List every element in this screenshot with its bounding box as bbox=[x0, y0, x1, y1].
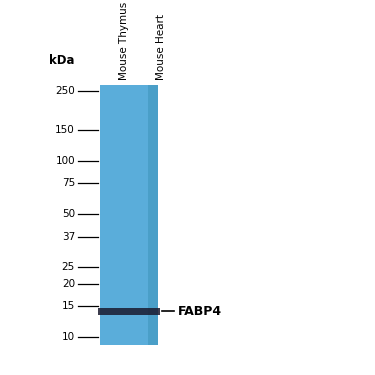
Text: Mouse Heart: Mouse Heart bbox=[156, 14, 166, 80]
Text: 150: 150 bbox=[55, 125, 75, 135]
Bar bbox=[148, 85, 158, 345]
Text: 75: 75 bbox=[62, 178, 75, 188]
Text: 250: 250 bbox=[55, 86, 75, 96]
Text: kDa: kDa bbox=[50, 54, 75, 67]
Bar bbox=[100, 85, 148, 345]
Text: 10: 10 bbox=[62, 332, 75, 342]
Text: 100: 100 bbox=[56, 156, 75, 166]
Text: 37: 37 bbox=[62, 232, 75, 242]
Text: Mouse Thymus: Mouse Thymus bbox=[119, 2, 129, 80]
Text: 50: 50 bbox=[62, 209, 75, 219]
Text: 20: 20 bbox=[62, 279, 75, 289]
Text: 15: 15 bbox=[62, 301, 75, 311]
Text: FABP4: FABP4 bbox=[178, 305, 222, 318]
Bar bbox=[98, 308, 160, 315]
Text: 25: 25 bbox=[62, 262, 75, 272]
